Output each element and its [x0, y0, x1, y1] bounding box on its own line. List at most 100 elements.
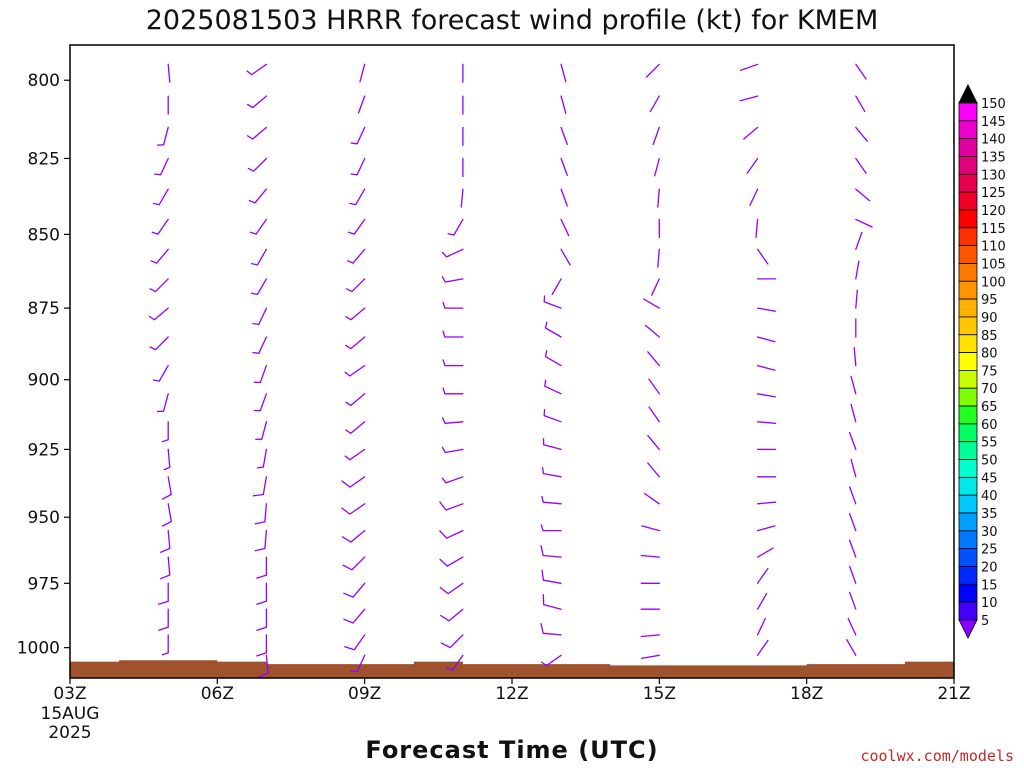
colorbar-label: 85	[981, 329, 998, 344]
wind-barb	[350, 126, 366, 145]
wind-barb	[855, 289, 858, 309]
wind-barb	[847, 617, 857, 636]
wind-barb	[341, 476, 366, 488]
colorbar-label: 10	[981, 596, 998, 611]
wind-barb	[161, 421, 169, 443]
colorbar-label: 115	[981, 222, 1006, 237]
wind-barb	[163, 448, 171, 471]
wind-barb	[543, 295, 562, 309]
wind-barb	[347, 218, 366, 235]
wind-barb	[756, 336, 776, 343]
colorbar-label: 100	[981, 275, 1006, 290]
wind-barb	[848, 591, 857, 610]
colorbar-swatch	[958, 316, 978, 336]
wind-barb	[855, 157, 867, 174]
wind-barb	[756, 639, 769, 656]
wind-barb	[151, 218, 169, 235]
wind-barb	[739, 95, 759, 102]
colorbar-label: 110	[981, 240, 1006, 255]
wind-barb	[756, 248, 769, 265]
wind-barb	[152, 364, 169, 382]
wind-barb	[446, 654, 464, 671]
colorbar-swatch	[958, 102, 978, 122]
wind-barb	[252, 307, 268, 326]
colorbar-bottom-arrow	[958, 619, 978, 639]
wind-barb	[252, 476, 268, 497]
credit-link[interactable]: coolwx.com/models	[860, 747, 1014, 765]
colorbar-swatch	[958, 494, 978, 514]
wind-barb	[560, 248, 571, 266]
wind-barb	[540, 524, 562, 532]
wind-barb	[756, 547, 774, 558]
colorbar-label: 130	[981, 168, 1006, 183]
wind-barb	[649, 95, 660, 113]
wind-barb	[855, 95, 866, 113]
wind-barb	[855, 63, 867, 80]
wind-barb	[350, 157, 366, 176]
wind-barb	[850, 458, 857, 478]
wind-barb	[253, 364, 268, 384]
wind-barb	[439, 582, 464, 595]
terrain-surface	[70, 660, 954, 678]
wind-barb	[756, 421, 777, 424]
wind-barb	[350, 654, 366, 673]
colorbar-label: 105	[981, 257, 1006, 272]
wind-barb	[343, 582, 366, 598]
colorbar-swatch	[958, 548, 978, 567]
wind-barb	[749, 188, 759, 207]
wind-barb	[640, 634, 660, 638]
wind-barb	[560, 218, 570, 237]
x-axis-label: Forecast Time (UTC)	[365, 736, 658, 764]
colorbar-swatch	[958, 512, 978, 532]
wind-barb	[441, 446, 464, 454]
colorbar-label: 20	[981, 561, 998, 576]
wind-barb	[439, 556, 464, 567]
wind-barb	[152, 188, 169, 206]
wind-barb	[345, 421, 366, 434]
x-tick-date-label: 15AUG	[41, 704, 100, 724]
colorbar-swatch	[958, 334, 978, 353]
colorbar-label: 95	[981, 293, 998, 308]
wind-barb	[541, 569, 562, 584]
wind-barb	[953, 63, 954, 66]
wind-barb	[755, 218, 759, 238]
colorbar-label: 80	[981, 347, 998, 362]
wind-barb	[442, 417, 464, 424]
wind-barb	[853, 346, 857, 367]
wind-barb	[343, 608, 366, 624]
wind-barb	[344, 448, 366, 461]
colorbar-swatch	[958, 263, 978, 282]
colorbar-swatch	[958, 459, 978, 478]
colorbar-swatch	[958, 583, 978, 603]
wind-barb	[154, 157, 169, 176]
wind-barb	[560, 63, 567, 83]
colorbar-label: 35	[981, 507, 998, 522]
colorbar-swatch	[958, 156, 978, 175]
wind-barbs	[148, 63, 954, 678]
wind-barb	[148, 307, 169, 321]
wind-barb	[855, 218, 873, 228]
colorbar-swatch	[958, 601, 978, 621]
wind-barb	[441, 248, 464, 258]
wind-barb	[341, 503, 366, 515]
wind-barb	[542, 438, 562, 451]
y-tick-label: 825	[28, 149, 60, 169]
wind-barb	[440, 608, 464, 622]
colorbar-swatch	[958, 387, 978, 407]
wind-barb	[560, 95, 567, 115]
wind-barb	[743, 126, 759, 140]
wind-barb	[756, 393, 776, 398]
wind-barb	[641, 525, 660, 532]
colorbar-swatch	[958, 120, 978, 140]
wind-barb	[149, 336, 169, 351]
colorbar-swatch	[958, 173, 978, 193]
wind-barb	[150, 248, 169, 264]
wind-barb	[640, 554, 660, 558]
wind-barb	[551, 278, 562, 296]
wind-barb	[345, 393, 366, 407]
wind-barb	[442, 387, 464, 395]
x-tick-label: 12Z	[495, 684, 528, 704]
wind-barb	[855, 231, 863, 250]
wind-barb	[156, 393, 169, 413]
wind-barb	[248, 188, 268, 204]
